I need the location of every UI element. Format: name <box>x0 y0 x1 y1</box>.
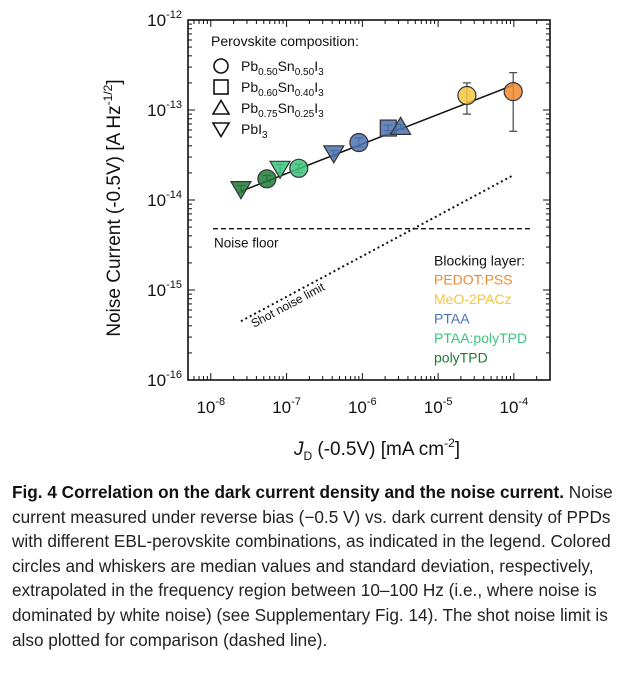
data-point <box>229 181 253 200</box>
x-axis-label: JD (-0.5V) [mA cm-2] <box>293 436 460 463</box>
y-tick-label: 10-14 <box>147 189 182 210</box>
marker-circle <box>257 169 277 189</box>
legend-composition-label: Pb0.50Sn0.50I3 <box>241 58 324 78</box>
plot-frame <box>187 19 551 381</box>
marker-circle <box>289 158 309 178</box>
y-tick-label: 10-15 <box>147 279 182 300</box>
plot-area: 10-8 10-7 10-6 10-5 10-4 10-12 10-13 10-14 10-15… <box>101 9 551 463</box>
x-tick-label: 10-5 <box>424 396 453 417</box>
x-tick-label: 10-8 <box>196 396 225 417</box>
x-axis-ticks <box>187 20 551 380</box>
chart: 10-8 10-7 10-6 10-5 10-4 10-12 10-13 10-14 10-15… <box>101 9 551 463</box>
legend-marker-triangle-down <box>211 122 231 139</box>
marker-circle <box>457 85 477 106</box>
legend-marker-circle <box>213 58 229 74</box>
data-point <box>457 82 477 115</box>
x-tick-label: 10-7 <box>272 396 301 417</box>
legend-marker-square <box>213 79 229 95</box>
y-tick-label: 10-12 <box>147 9 182 30</box>
legend-blocking-label: PTAA:polyTPD <box>434 330 527 346</box>
data-point <box>289 158 309 178</box>
x-tick-label: 10-4 <box>500 396 529 417</box>
legend-composition-label: Pb0.75Sn0.25I3 <box>241 100 324 120</box>
legend-blocking: Blocking layer: PEDOT:PSS MeO-2PACz PTAA PTA… <box>434 253 527 366</box>
data-point <box>349 132 369 153</box>
caption-title: Fig. 4 Correlation on the dark current d… <box>12 482 565 502</box>
marker-triangle-down <box>268 160 292 180</box>
data-point <box>503 72 523 132</box>
shot-noise-label: Shot noise limit <box>249 279 328 330</box>
legend-composition-title: Perovskite composition: <box>211 33 359 49</box>
legend-composition-label: Pb0.60Sn0.40I3 <box>241 79 324 99</box>
marker-triangle-down <box>322 145 345 165</box>
legend-composition-label: PbI3 <box>241 121 268 141</box>
marker-triangle-down <box>229 181 253 200</box>
data-point <box>389 116 412 135</box>
y-axis-label: Noise Current (-0.5V) [A Hz-1/2] <box>101 79 125 336</box>
data-point <box>257 169 277 189</box>
y-tick-label: 10-16 <box>147 369 182 390</box>
y-axis-ticks <box>188 19 550 381</box>
legend-blocking-label: polyTPD <box>434 350 488 366</box>
data-point <box>322 145 345 165</box>
data-point <box>268 160 292 180</box>
marker-triangle-up <box>389 116 412 135</box>
legend-blocking-label: PTAA <box>434 311 470 327</box>
figure-caption: Fig. 4 Correlation on the dark current d… <box>12 480 634 652</box>
legend-composition: Perovskite composition:Pb0.50Sn0.50I3Pb0… <box>211 33 359 141</box>
legend-blocking-label: PEDOT:PSS <box>434 272 513 288</box>
caption-body: Noise current measured under reverse bia… <box>12 482 613 650</box>
legend-blocking-label: MeO-2PACz <box>434 291 512 307</box>
noise-floor-label: Noise floor <box>214 236 279 251</box>
y-tick-label: 10-13 <box>147 99 182 120</box>
x-tick-label: 10-6 <box>348 396 377 417</box>
shot-noise-line <box>240 174 515 323</box>
legend-blocking-title: Blocking layer: <box>434 253 525 269</box>
marker-circle <box>349 132 369 153</box>
legend-marker-triangle-up <box>211 98 231 115</box>
marker-circle <box>503 82 523 102</box>
